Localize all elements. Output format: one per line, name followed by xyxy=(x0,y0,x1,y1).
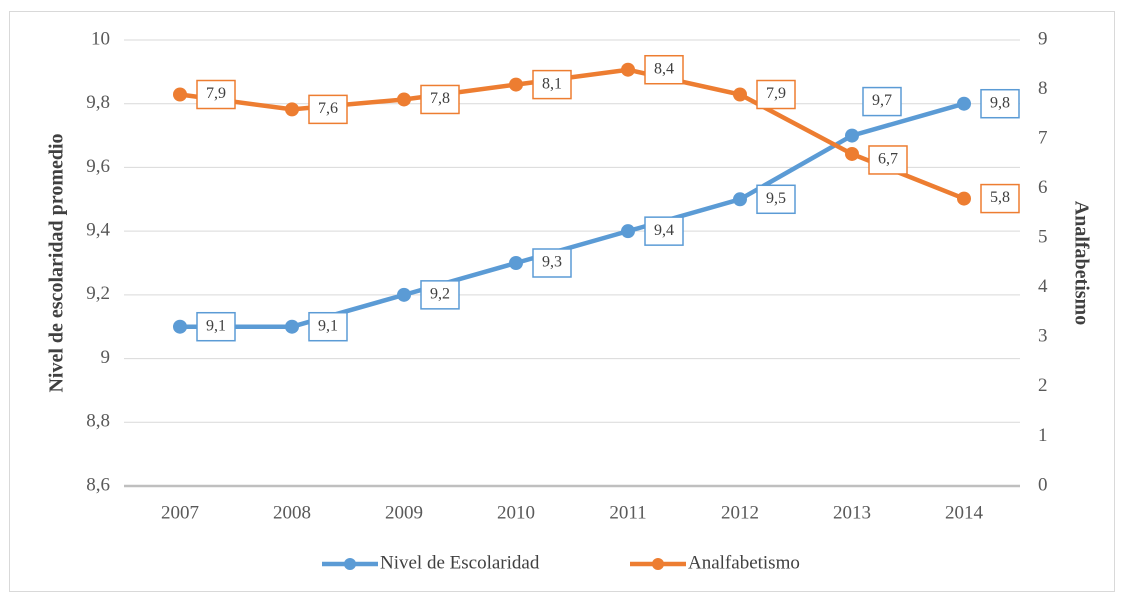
value-label-box xyxy=(308,94,348,125)
value-label: 9,2 xyxy=(430,286,450,303)
value-label-box xyxy=(980,183,1020,214)
data-point xyxy=(621,224,635,239)
value-label: 9,5 xyxy=(766,190,786,207)
y2-tick-label: 8 xyxy=(1038,78,1048,99)
legend-label: Analfabetismo xyxy=(688,552,800,573)
y-tick-label: 9,2 xyxy=(86,283,110,304)
y2-tick-label: 4 xyxy=(1038,276,1048,297)
y-tick-label: 9 xyxy=(101,347,111,368)
x-tick-label: 2012 xyxy=(721,502,759,523)
value-label-box xyxy=(532,69,572,100)
value-label-box xyxy=(420,84,460,115)
value-label-box xyxy=(196,79,236,110)
data-point xyxy=(845,128,859,143)
value-label-box xyxy=(308,311,348,342)
data-point xyxy=(621,62,635,77)
data-point xyxy=(397,92,411,107)
value-label: 7,9 xyxy=(206,85,226,102)
value-label: 5,8 xyxy=(990,189,1010,206)
value-label: 7,8 xyxy=(430,90,450,107)
value-label-box xyxy=(862,86,902,117)
value-label: 8,4 xyxy=(654,60,674,77)
y-tick-label: 9,4 xyxy=(86,220,110,241)
value-label: 9,4 xyxy=(654,222,674,239)
y2-axis-title: Analfabetismo xyxy=(1070,201,1092,325)
y2-tick-label: 2 xyxy=(1038,375,1048,396)
value-label-box xyxy=(196,311,236,342)
y2-tick-label: 1 xyxy=(1038,425,1048,446)
data-point xyxy=(845,146,859,161)
value-label: 7,9 xyxy=(766,85,786,102)
value-label: 9,7 xyxy=(872,92,892,109)
y2-tick-label: 9 xyxy=(1038,28,1048,49)
data-point xyxy=(397,287,411,302)
y-tick-label: 10 xyxy=(91,28,110,49)
x-tick-label: 2014 xyxy=(945,502,984,523)
y2-tick-label: 3 xyxy=(1038,326,1048,347)
value-label-box xyxy=(532,248,572,278)
x-tick-label: 2007 xyxy=(161,502,199,523)
legend-marker xyxy=(344,558,356,570)
value-label: 8,1 xyxy=(542,75,562,92)
value-label: 7,6 xyxy=(318,100,338,117)
y2-tick-label: 5 xyxy=(1038,227,1048,248)
data-point xyxy=(285,102,299,117)
value-label-box xyxy=(756,79,796,110)
value-label: 6,7 xyxy=(878,151,898,168)
x-tick-label: 2008 xyxy=(273,502,311,523)
data-point xyxy=(509,256,523,270)
y-tick-label: 8,6 xyxy=(86,474,110,495)
y2-tick-label: 7 xyxy=(1038,127,1048,148)
value-label: 9,1 xyxy=(206,317,226,334)
y-tick-label: 9,6 xyxy=(86,156,110,177)
y-tick-label: 8,8 xyxy=(86,411,110,432)
x-tick-label: 2013 xyxy=(833,502,871,523)
x-tick-label: 2011 xyxy=(609,502,646,523)
x-tick-label: 2010 xyxy=(497,502,535,523)
y2-tick-label: 0 xyxy=(1038,474,1048,495)
legend-label: Nivel de Escolaridad xyxy=(380,552,540,573)
value-label: 9,8 xyxy=(990,94,1010,111)
data-point xyxy=(957,191,971,206)
data-point xyxy=(285,319,299,334)
legend-marker xyxy=(652,558,664,570)
value-label-box xyxy=(644,54,684,85)
y2-tick-label: 6 xyxy=(1038,177,1048,198)
data-point xyxy=(173,319,187,334)
value-label-box xyxy=(868,145,908,175)
value-label-box xyxy=(644,216,684,246)
data-point xyxy=(733,87,747,102)
data-point xyxy=(957,96,971,111)
value-label: 9,1 xyxy=(318,317,338,334)
chart-border xyxy=(9,11,1115,592)
value-label-box xyxy=(756,184,796,215)
value-label-box xyxy=(420,280,460,310)
data-point xyxy=(733,192,747,207)
value-label-box xyxy=(980,88,1020,119)
y-axis-title: Nivel de escolaridad promedio xyxy=(46,133,68,392)
y-tick-label: 9,8 xyxy=(86,92,110,113)
data-point xyxy=(173,87,187,102)
x-tick-label: 2009 xyxy=(385,502,423,523)
value-label: 9,3 xyxy=(542,254,562,271)
data-point xyxy=(509,77,523,92)
